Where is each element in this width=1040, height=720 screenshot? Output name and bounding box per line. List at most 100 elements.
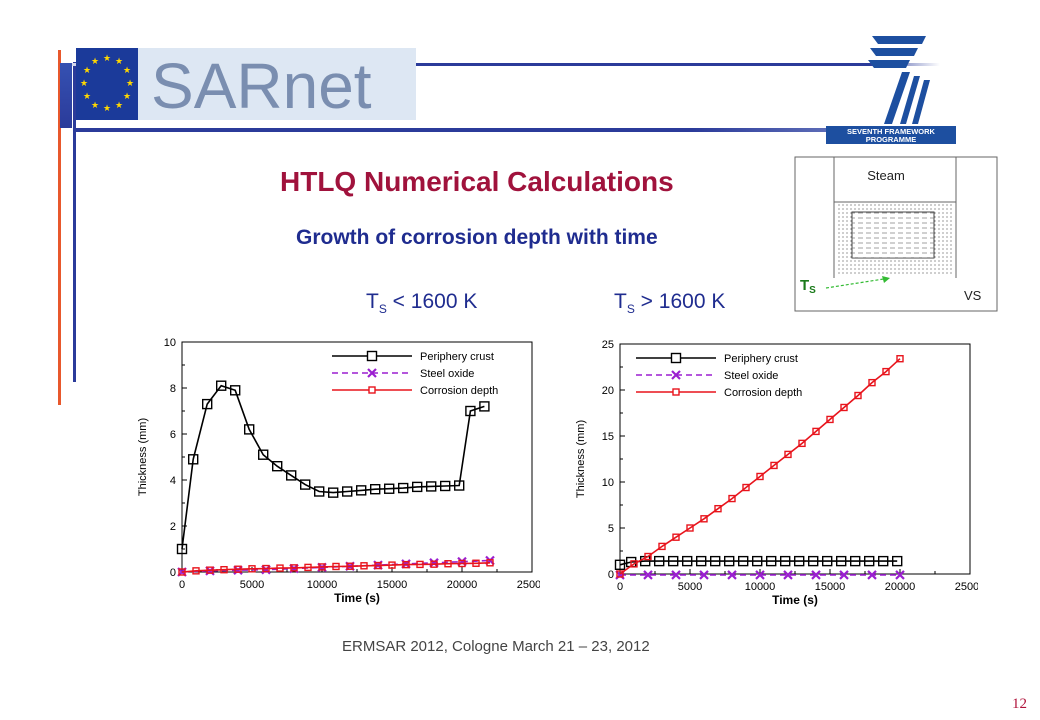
data-point [360,562,368,570]
data-point-stroke [895,570,905,580]
vs-label: VS [964,288,982,303]
data-point [346,562,354,570]
eu-flag-icon: ★ ★★ ★★★ ★★★ ★★★ SARnet [76,48,416,122]
data-point [318,563,326,571]
data-point [486,559,494,567]
data-point [206,566,214,574]
data-point [201,398,213,410]
x-tick-label: 15000 [815,581,846,593]
data-point [868,378,876,387]
data-point [653,555,665,567]
condition-right: TS > 1600 K [614,290,726,317]
svg-text:★: ★ [103,53,111,63]
data-point [355,485,367,496]
legend-label: Steel oxide [724,370,778,382]
x-tick-label: 0 [179,579,185,591]
svg-text:SARnet: SARnet [151,50,372,122]
data-point [839,570,849,580]
data-point [614,559,626,571]
data-point [616,570,624,578]
y-tick-label: 0 [170,567,176,579]
ts-label: TS [800,277,816,296]
svg-text:★: ★ [91,100,99,110]
data-point [644,552,652,561]
y-tick-label: 2 [170,521,176,533]
data-point [290,564,298,572]
legend-label: Periphery crust [420,351,494,363]
data-point [327,487,339,498]
legend-label: Corrosion depth [724,387,802,399]
data-point [878,555,889,567]
data-point [867,570,877,580]
legend-label: Corrosion depth [420,385,498,397]
data-point [798,439,806,448]
sarnet-logo: ★ ★ ★ ★ ★ ★ ★ ★ ★ ★ ★ ★ SARnet [76,46,416,126]
data-point [779,555,791,567]
x-tick-label: 5000 [678,581,702,593]
data-point [836,555,847,567]
y-axis-label: Thickness (mm) [137,418,149,496]
data-point [826,415,834,424]
x-tick-label: 10000 [745,581,776,593]
x-axis-label: Time (s) [772,593,818,607]
data-point [332,562,340,571]
data-point [737,555,749,567]
data-point [412,481,423,493]
page-title: HTLQ Numerical Calculations [280,166,674,197]
data-point [187,454,199,465]
data-point [262,564,270,573]
data-point [784,450,792,459]
legend-marker [368,386,376,394]
data-point [479,401,490,412]
data-point [850,555,861,567]
data-point [672,533,680,541]
data-point-stroke [671,570,681,580]
y-tick-label: 20 [602,385,614,397]
left-accent-line-blue [73,62,76,382]
data-point [751,555,763,567]
data-point [658,542,666,551]
data-point [430,560,438,568]
svg-text:★: ★ [115,100,123,110]
legend-label: Steel oxide [420,368,474,380]
page-subtitle: Growth of corrosion depth with time [296,226,658,249]
data-point [192,567,200,575]
data-point [416,560,424,569]
legend-marker [366,350,378,362]
data-point [472,559,480,567]
data-point [840,403,848,412]
data-point [465,405,476,417]
steam-label: Steam [867,168,905,183]
svg-text:SEVENTH FRAMEWORK: SEVENTH FRAMEWORK [847,127,936,136]
header-blue-block [60,63,72,128]
legend: Periphery crust Steel oxide Corrosion dept… [630,348,820,400]
svg-text:★: ★ [80,78,88,88]
data-point [742,483,750,492]
melt-pool [852,212,934,258]
data-point [822,555,833,567]
data-point [243,424,255,435]
x-tick-label: 10000 [307,579,338,591]
svg-text:★: ★ [103,103,111,113]
data-point-stroke [699,570,709,580]
data-point [341,486,353,497]
y-tick-label: 6 [170,429,176,441]
data-point [426,481,437,492]
data-point [285,470,297,481]
x-tick-label: 20000 [885,581,916,593]
data-point [895,570,905,580]
data-point-stroke [811,570,821,580]
data-point [765,555,777,567]
data-point-stroke [727,570,737,580]
data-point [444,560,452,568]
data-point-stroke [643,570,653,580]
y-tick-label: 25 [602,339,614,351]
svg-text:★: ★ [115,56,123,66]
data-point [755,570,765,580]
left-accent-line-red [58,50,61,405]
y-tick-label: 10 [164,337,176,349]
data-point [248,565,256,573]
data-point [756,472,764,481]
svg-text:★: ★ [83,91,91,101]
htlq-schematic: Steam TS VS [794,156,998,312]
